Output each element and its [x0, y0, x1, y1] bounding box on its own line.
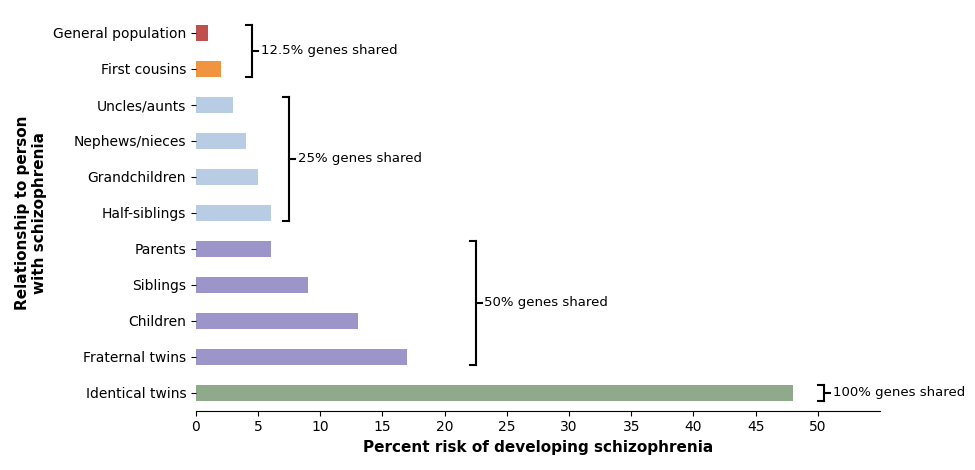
Text: 12.5% genes shared: 12.5% genes shared: [260, 45, 397, 57]
Bar: [196, 133, 246, 149]
Bar: [196, 97, 233, 113]
Bar: [196, 384, 793, 401]
Bar: [196, 169, 258, 185]
Bar: [196, 277, 308, 293]
Bar: [196, 241, 270, 257]
Text: 50% genes shared: 50% genes shared: [485, 296, 608, 309]
Bar: [196, 205, 270, 221]
Text: 25% genes shared: 25% genes shared: [298, 152, 422, 165]
Bar: [196, 25, 209, 41]
Text: 100% genes shared: 100% genes shared: [833, 386, 965, 399]
Y-axis label: Relationship to person
with schizophrenia: Relationship to person with schizophreni…: [15, 116, 48, 310]
Bar: [196, 349, 408, 365]
Bar: [196, 61, 220, 77]
X-axis label: Percent risk of developing schizophrenia: Percent risk of developing schizophrenia: [363, 440, 713, 455]
Bar: [196, 313, 358, 329]
